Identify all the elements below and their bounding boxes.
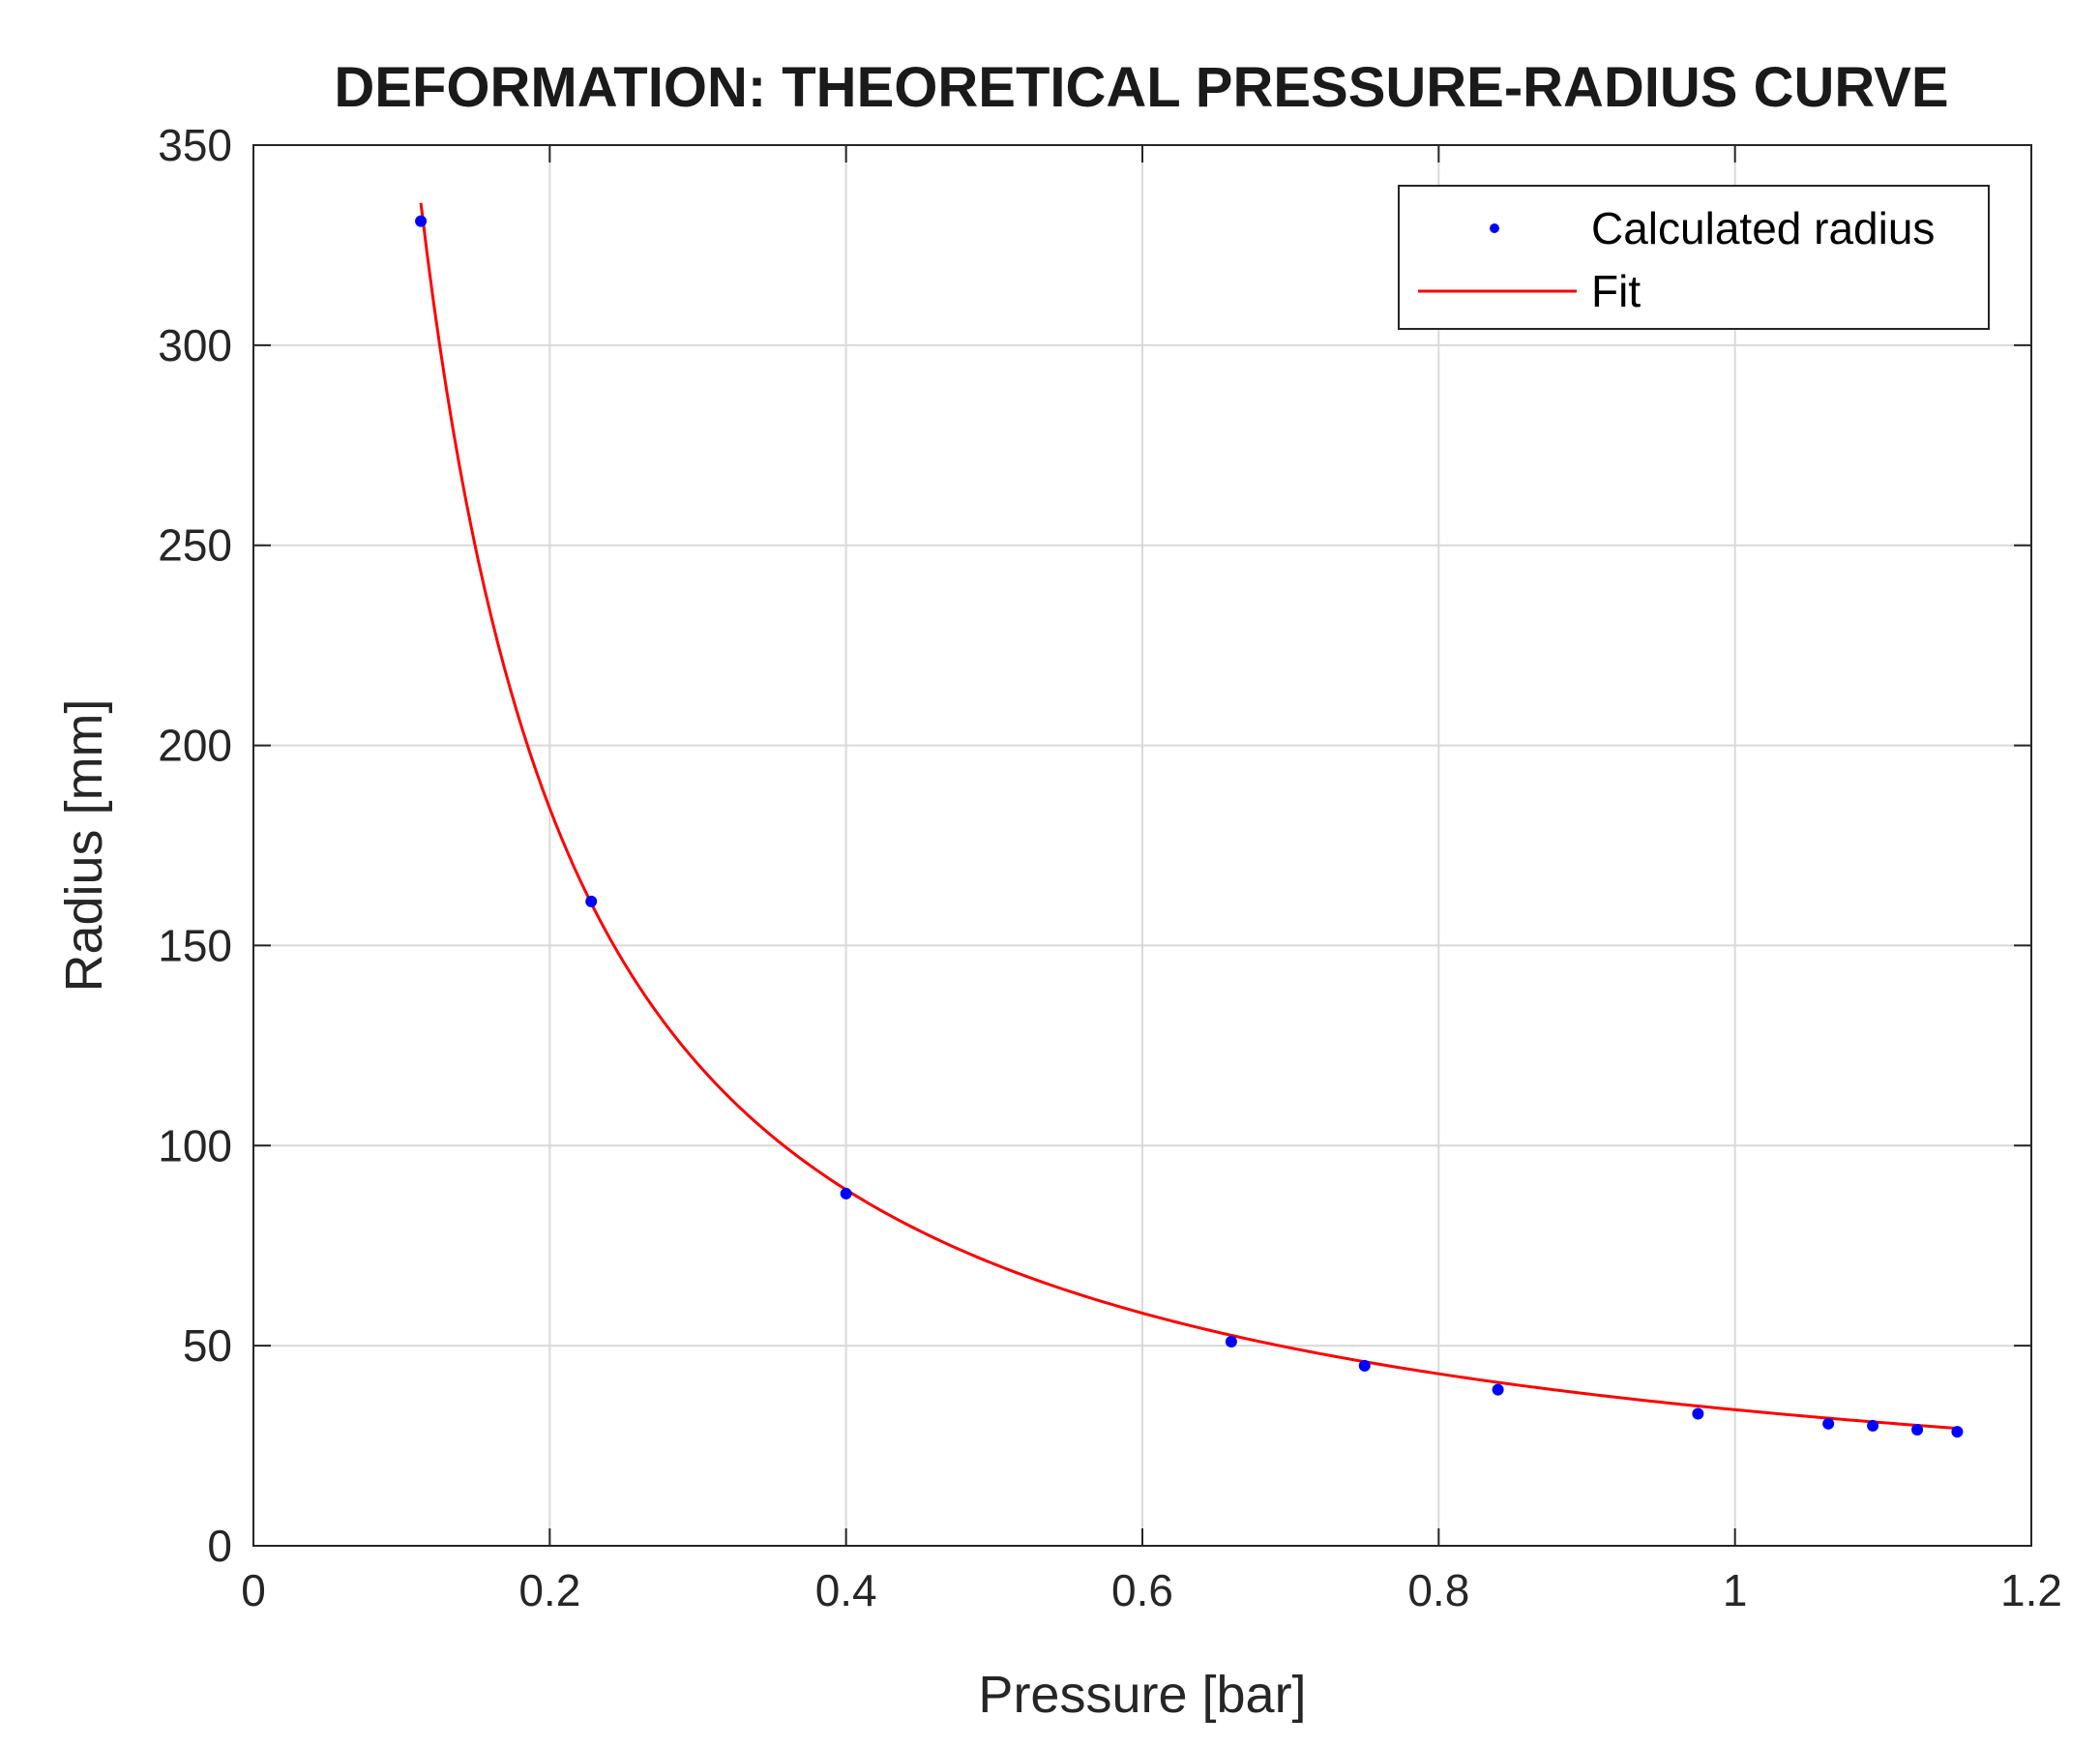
y-axis-label: Radius [mm]	[55, 698, 113, 992]
y-tick-label: 300	[158, 320, 232, 370]
legend-label-calculated-radius: Calculated radius	[1591, 203, 1935, 253]
data-point	[585, 895, 598, 907]
data-point	[840, 1187, 852, 1199]
x-tick-label: 0.2	[518, 1565, 580, 1615]
points-layer	[415, 215, 1964, 1438]
data-point	[1225, 1336, 1237, 1348]
data-point	[1492, 1383, 1504, 1396]
legend-label-fit: Fit	[1591, 266, 1641, 316]
y-tick-label: 200	[158, 721, 232, 771]
fit-line	[419, 202, 1958, 1431]
x-tick-label: 0.6	[1111, 1565, 1173, 1615]
y-tick-label: 100	[158, 1120, 232, 1170]
y-tick-label: 0	[207, 1521, 232, 1571]
x-tick-label: 1.2	[2000, 1565, 2062, 1615]
data-point	[415, 215, 428, 227]
data-point	[1822, 1417, 1835, 1430]
x-tick-label: 0.4	[815, 1565, 877, 1615]
x-axis-label: Pressure [bar]	[978, 1666, 1306, 1724]
x-tick-label: 0	[241, 1565, 266, 1615]
legend: Calculated radius Fit	[1398, 185, 1990, 330]
y-tick-label: 150	[158, 920, 232, 970]
fit-layer	[419, 202, 1958, 1431]
legend-marker-calculated-radius	[1490, 223, 1499, 233]
x-tick-label: 0.8	[1407, 1565, 1469, 1615]
y-tick-label: 350	[158, 120, 232, 170]
x-tick-labels: 0 0.2 0.4 0.6 0.8 1 1.2	[241, 1565, 2062, 1615]
x-tick-label: 1	[1723, 1565, 1748, 1615]
y-tick-labels: 0 50 100 150 200 250 300 350	[158, 120, 232, 1571]
data-point	[1692, 1407, 1704, 1420]
data-point	[1867, 1419, 1879, 1432]
data-point	[1911, 1424, 1924, 1436]
y-tick-label: 50	[183, 1320, 232, 1371]
data-point	[1358, 1359, 1371, 1372]
chart-title: DEFORMATION: THEORETICAL PRESSURE-RADIUS…	[334, 56, 1948, 119]
y-tick-label: 250	[158, 520, 232, 571]
axes-box	[252, 144, 2032, 1547]
legend-box	[1398, 185, 1990, 330]
data-point	[1951, 1426, 1964, 1438]
